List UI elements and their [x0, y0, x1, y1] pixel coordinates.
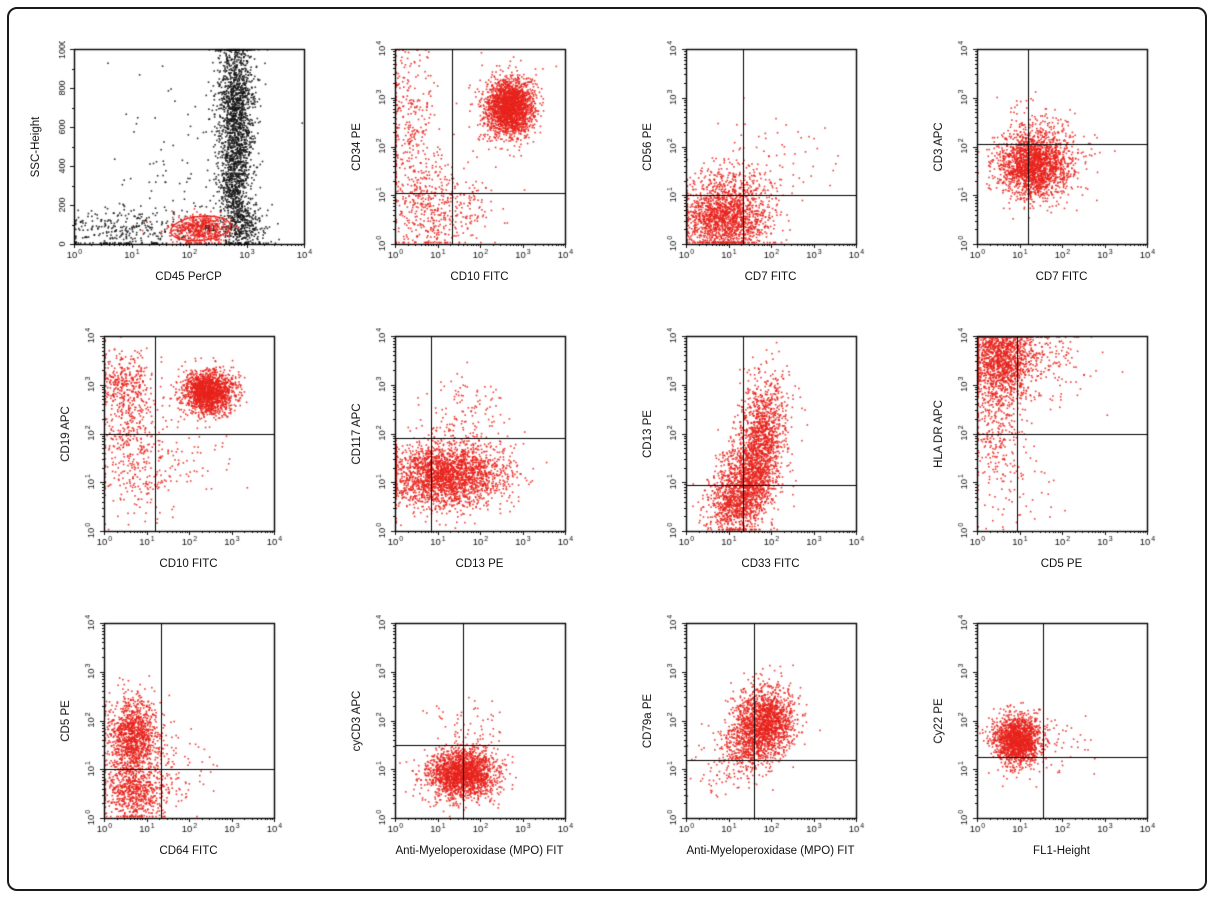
panel-cd13-vs-cd33: CD13 PE CD33 FITC — [637, 327, 868, 570]
y-axis-label: CD13 PE — [641, 410, 654, 458]
scatter-plot — [55, 614, 286, 844]
scatter-plot — [346, 41, 577, 271]
panel-cd117-vs-cd13: CD117 APC CD13 PE — [346, 327, 577, 570]
x-axis-label: CD33 FITC — [741, 557, 800, 570]
x-axis-label: CD10 FITC — [450, 271, 509, 284]
scatter-plot — [928, 327, 1159, 557]
y-axis-label: cyCD3 APC — [350, 690, 363, 752]
scatter-plot — [346, 327, 577, 557]
panel-ssc-vs-cd45: SSC-Height CD45 PerCP — [25, 41, 316, 284]
x-axis-label: Anti-Myeloperoxidase (MPO) FIT — [395, 844, 564, 857]
panel-cycd3-vs-mpo: cyCD3 APC Anti-Myeloperoxidase (MPO) FIT — [346, 614, 577, 857]
y-axis-label: CD56 PE — [641, 123, 654, 172]
panel-cd19-vs-cd10: CD19 APC CD10 FITC — [55, 327, 286, 570]
panel-cd79a-vs-mpo: CD79a PE Anti-Myeloperoxidase (MPO) FIT — [637, 614, 868, 857]
flow-cytometry-figure: SSC-Height CD45 PerCP CD34 PE CD10 FITC … — [7, 7, 1207, 891]
scatter-plot — [637, 327, 868, 557]
scatter-plot — [346, 614, 577, 844]
x-axis-label: CD5 PE — [1040, 557, 1083, 570]
x-axis-label: CD7 FITC — [744, 271, 797, 284]
panel-cd3-vs-cd7: CD3 APC CD7 FITC — [928, 41, 1159, 284]
scatter-plot — [25, 41, 316, 271]
x-axis-label: CD10 FITC — [159, 557, 218, 570]
x-axis-label: CD13 PE — [455, 557, 504, 570]
x-axis-label: CD45 PerCP — [155, 271, 222, 284]
scatter-plot — [55, 327, 286, 557]
scatter-plot — [637, 41, 868, 271]
panel-cd5-vs-cd64: CD5 PE CD64 FITC — [55, 614, 286, 857]
x-axis-label: Anti-Myeloperoxidase (MPO) FIT — [686, 844, 855, 857]
panel-cd34-vs-cd10: CD34 PE CD10 FITC — [346, 41, 577, 284]
y-axis-label: CD34 PE — [350, 123, 363, 172]
y-axis-label: SSC-Height — [29, 116, 42, 178]
y-axis-label: CD79a PE — [641, 693, 654, 748]
x-axis-label: CD64 FITC — [159, 844, 218, 857]
y-axis-label: CD5 PE — [59, 699, 72, 742]
y-axis-label: CD3 APC — [932, 122, 945, 172]
scatter-plot — [637, 614, 868, 844]
panel-cy22-vs-fl1: Cy22 PE FL1-Height — [928, 614, 1159, 857]
panel-hladr-vs-cd5: HLA DR APC CD5 PE — [928, 327, 1159, 570]
scatter-plot — [928, 41, 1159, 271]
panel-cd56-vs-cd7: CD56 PE CD7 FITC — [637, 41, 868, 284]
x-axis-label: FL1-Height — [1033, 844, 1090, 857]
y-axis-label: CD19 APC — [59, 406, 72, 462]
x-axis-label: CD7 FITC — [1035, 271, 1088, 284]
scatter-plot — [928, 614, 1159, 844]
y-axis-label: HLA DR APC — [932, 400, 945, 468]
y-axis-label: CD117 APC — [350, 403, 363, 465]
y-axis-label: Cy22 PE — [932, 697, 945, 744]
